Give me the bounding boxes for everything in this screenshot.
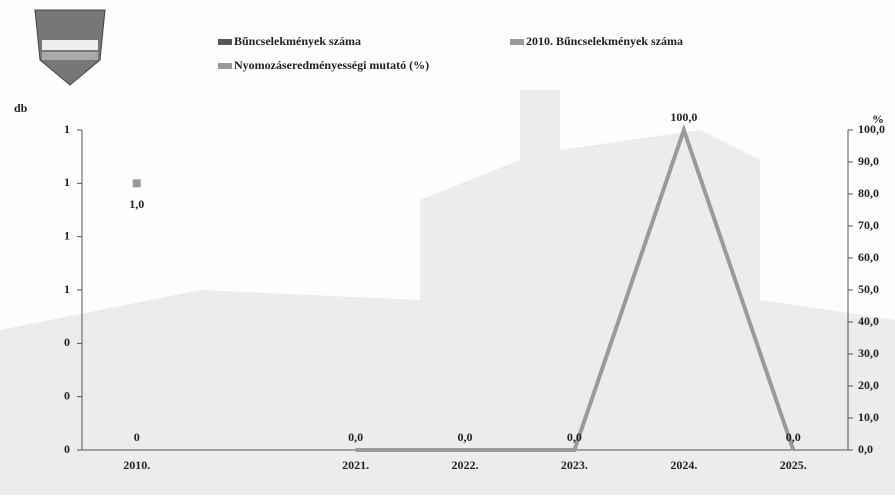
chart: db % 00011110,010,020,030,040,050,060,07… xyxy=(0,0,895,495)
y2-tick-label: 70,0 xyxy=(858,218,879,232)
x-tick-label: 2010. xyxy=(123,458,150,472)
y2-tick-label: 80,0 xyxy=(858,186,879,200)
y2-tick-label: 50,0 xyxy=(858,282,879,296)
y-tick-label: 1 xyxy=(64,122,70,136)
y-tick-label: 0 xyxy=(64,335,70,349)
data-label: 100,0 xyxy=(670,110,697,124)
y-tick-label: 0 xyxy=(64,442,70,456)
legend-label: Bűncselekmények száma xyxy=(234,34,361,48)
x-tick-label: 2024. xyxy=(670,458,697,472)
y2-tick-label: 90,0 xyxy=(858,154,879,168)
y2-tick-label: 20,0 xyxy=(858,378,879,392)
legend-label: Nyomozáseredményességi mutató (%) xyxy=(234,58,429,72)
y-axis-label: db xyxy=(14,101,28,115)
y2-tick-label: 30,0 xyxy=(858,346,879,360)
data-label: 0 xyxy=(134,430,140,444)
x-tick-label: 2022. xyxy=(452,458,479,472)
y-tick-label: 1 xyxy=(64,282,70,296)
y2-tick-label: 60,0 xyxy=(858,250,879,264)
y2-tick-label: 100,0 xyxy=(858,122,885,136)
data-label: 0,0 xyxy=(458,430,473,444)
x-tick-label: 2025. xyxy=(780,458,807,472)
page: db % 00011110,010,020,030,040,050,060,07… xyxy=(0,0,895,500)
point-marker xyxy=(133,179,141,187)
legend-swatch xyxy=(218,63,232,69)
y-tick-label: 1 xyxy=(64,228,70,242)
y2-tick-label: 40,0 xyxy=(858,314,879,328)
legend-swatch xyxy=(218,39,232,45)
legend-swatch xyxy=(510,39,524,45)
legend-label: 2010. Bűncselekmények száma xyxy=(526,34,683,48)
x-tick-label: 2023. xyxy=(561,458,588,472)
x-tick-label: 2021. xyxy=(342,458,369,472)
y2-tick-label: 0,0 xyxy=(858,442,873,456)
data-label: 1,0 xyxy=(129,197,144,211)
data-label: 0,0 xyxy=(786,430,801,444)
y2-tick-label: 10,0 xyxy=(858,410,879,424)
data-label: 0,0 xyxy=(348,430,363,444)
y-tick-label: 0 xyxy=(64,388,70,402)
y-tick-label: 1 xyxy=(64,175,70,189)
data-label: 0,0 xyxy=(567,430,582,444)
